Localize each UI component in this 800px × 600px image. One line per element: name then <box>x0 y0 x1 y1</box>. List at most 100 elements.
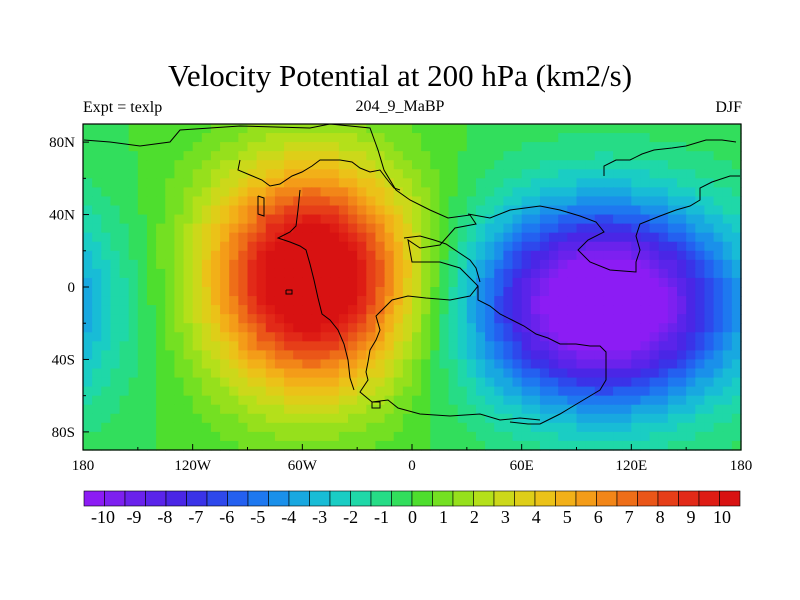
field-cell <box>677 232 687 243</box>
field-cell <box>539 196 550 207</box>
field-cell <box>348 142 358 152</box>
field-cell <box>466 259 477 270</box>
field-cell <box>539 359 550 370</box>
field-cell <box>302 196 313 207</box>
field-cell <box>110 332 121 342</box>
field-cell <box>348 395 358 406</box>
field-cell <box>83 314 93 324</box>
field-cell <box>357 250 367 261</box>
field-cell <box>366 377 377 388</box>
field-cell <box>512 386 523 397</box>
field-cell <box>83 223 93 234</box>
field-cell <box>695 413 706 424</box>
field-cell <box>640 377 651 388</box>
field-cell <box>146 196 157 207</box>
field-cell <box>731 268 742 279</box>
field-cell <box>156 359 166 370</box>
colorbar-label: -6 <box>219 507 234 527</box>
field-cell <box>530 178 541 188</box>
field-cell <box>393 350 404 361</box>
field-cell <box>430 431 441 442</box>
field-cell <box>539 250 550 261</box>
field-cell <box>558 214 568 225</box>
field-cell <box>293 142 303 152</box>
field-cell <box>338 241 349 252</box>
field-cell <box>402 133 413 143</box>
field-cell <box>731 241 742 252</box>
field-cell <box>658 277 669 288</box>
field-cell <box>247 178 258 188</box>
field-cell <box>430 277 441 288</box>
field-cell <box>238 250 249 261</box>
field-cell <box>567 377 578 388</box>
field-cell <box>375 422 386 433</box>
field-cell <box>585 332 596 342</box>
field-cell <box>284 187 294 198</box>
field-cell <box>521 395 532 406</box>
field-cell <box>156 277 166 288</box>
field-cell <box>448 287 459 297</box>
field-cell <box>402 404 413 415</box>
colorbar-label: -1 <box>374 507 389 527</box>
field-cell <box>613 142 623 152</box>
field-cell <box>274 305 285 315</box>
field-cell <box>503 287 514 297</box>
field-cell <box>640 178 651 188</box>
field-cell <box>512 422 523 433</box>
field-cell <box>457 241 468 252</box>
field-cell <box>92 277 102 288</box>
field-cell <box>293 314 303 324</box>
field-cell <box>265 422 276 433</box>
field-cell <box>220 332 230 342</box>
field-cell <box>110 296 121 306</box>
field-cell <box>649 133 660 143</box>
field-cell <box>293 395 303 406</box>
field-cell <box>83 404 93 415</box>
field-cell <box>677 223 687 234</box>
field-cell <box>576 422 587 433</box>
field-cell <box>210 124 221 134</box>
field-cell <box>567 287 578 297</box>
field-cell <box>686 160 696 170</box>
field-cell <box>686 368 696 379</box>
field-cell <box>622 395 632 406</box>
field-cell <box>704 223 715 234</box>
field-cell <box>393 178 404 188</box>
colorbar-label: -2 <box>343 507 358 527</box>
field-cell <box>146 296 157 306</box>
field-cell <box>494 359 504 370</box>
field-cell <box>640 124 651 134</box>
field-cell <box>220 287 230 297</box>
field-cell <box>649 232 660 243</box>
field-cell <box>311 386 322 397</box>
field-cell <box>658 250 669 261</box>
field-cell <box>631 268 642 279</box>
field-cell <box>128 232 139 243</box>
field-cell <box>686 241 696 252</box>
field-cell <box>92 223 102 234</box>
field-cell <box>649 332 660 342</box>
field-cell <box>220 178 230 188</box>
field-cell <box>92 332 102 342</box>
field-cell <box>558 187 568 198</box>
field-cell <box>357 422 367 433</box>
field-cell <box>594 124 605 134</box>
field-cell <box>201 160 212 170</box>
field-cell <box>357 377 367 388</box>
field-cell <box>329 214 340 225</box>
field-cell <box>274 323 285 333</box>
field-cell <box>265 241 276 252</box>
field-cell <box>357 178 367 188</box>
field-cell <box>677 305 687 315</box>
field-cell <box>128 187 139 198</box>
field-cell <box>238 386 249 397</box>
field-cell <box>101 359 112 370</box>
field-cell <box>165 214 175 225</box>
field-cell <box>229 124 239 134</box>
field-cell <box>603 232 614 243</box>
field-cell <box>494 232 504 243</box>
colorbar-label: 3 <box>501 507 510 527</box>
field-cell <box>677 133 687 143</box>
field-cell <box>256 296 267 306</box>
field-cell <box>110 314 121 324</box>
